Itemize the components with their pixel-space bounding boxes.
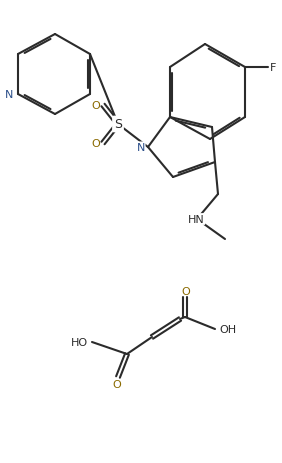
Text: O: O [91,101,100,111]
Text: N: N [136,143,145,153]
Text: HN: HN [188,214,204,225]
Text: O: O [182,287,190,296]
Text: S: S [114,118,122,131]
Text: O: O [113,379,121,389]
Text: F: F [270,63,276,73]
Text: O: O [91,139,100,149]
Text: HO: HO [71,337,88,347]
Text: N: N [5,90,13,100]
Text: OH: OH [219,324,236,334]
